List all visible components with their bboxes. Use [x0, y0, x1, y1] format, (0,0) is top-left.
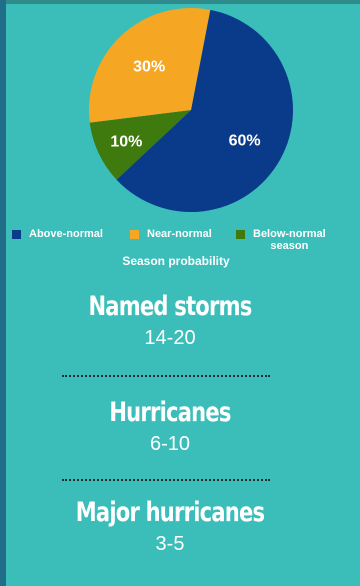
stat-value-hurricanes: 6-10	[149, 433, 191, 455]
stat-value-major-hurricanes: 3-5	[155, 533, 185, 555]
pie-slice-below-normal	[89, 110, 191, 180]
stat-label-major-hurricanes: Major hurricanes	[75, 497, 265, 528]
pie-slice-above-normal	[116, 9, 293, 212]
divider-1	[62, 375, 270, 377]
pie-slice-near-normal	[89, 7, 211, 123]
pie-chart-panel: 60% 10% 30%	[6, 4, 360, 270]
left-edge-strip	[0, 0, 6, 586]
legend-item-below-normal: Below-normal season	[236, 228, 346, 252]
pie-label-above-normal: 60%	[229, 133, 261, 150]
pie-chart: 60% 10% 30%	[89, 7, 293, 212]
stat-hurricanes: Hurricanes 6-10	[0, 396, 340, 456]
legend-swatch-below-normal	[236, 230, 245, 239]
legend-label-above-normal: Above-normal	[29, 228, 103, 240]
stat-label-named-storms: Named storms	[88, 291, 252, 322]
legend-swatch-above-normal	[12, 230, 21, 239]
legend-label-near-normal: Near-normal	[147, 228, 212, 240]
pie-label-below-normal: 10%	[110, 133, 142, 150]
chart-legend: Above-normal Near-normal Below-normal se…	[12, 228, 352, 252]
stat-label-hurricanes: Hurricanes	[109, 397, 231, 428]
stat-major-hurricanes: Major hurricanes 3-5	[0, 496, 340, 556]
chart-title: Season probability	[122, 254, 230, 268]
top-strip	[0, 0, 360, 5]
legend-label-below-normal: Below-normal season	[253, 228, 326, 252]
legend-item-above-normal: Above-normal	[12, 228, 130, 240]
stat-value-named-storms: 14-20	[144, 327, 196, 349]
pie-label-near-normal: 30%	[133, 58, 165, 75]
divider-2	[62, 479, 270, 481]
stat-named-storms: Named storms 14-20	[0, 290, 340, 350]
legend-item-near-normal: Near-normal	[130, 228, 236, 240]
legend-swatch-near-normal	[130, 230, 139, 239]
